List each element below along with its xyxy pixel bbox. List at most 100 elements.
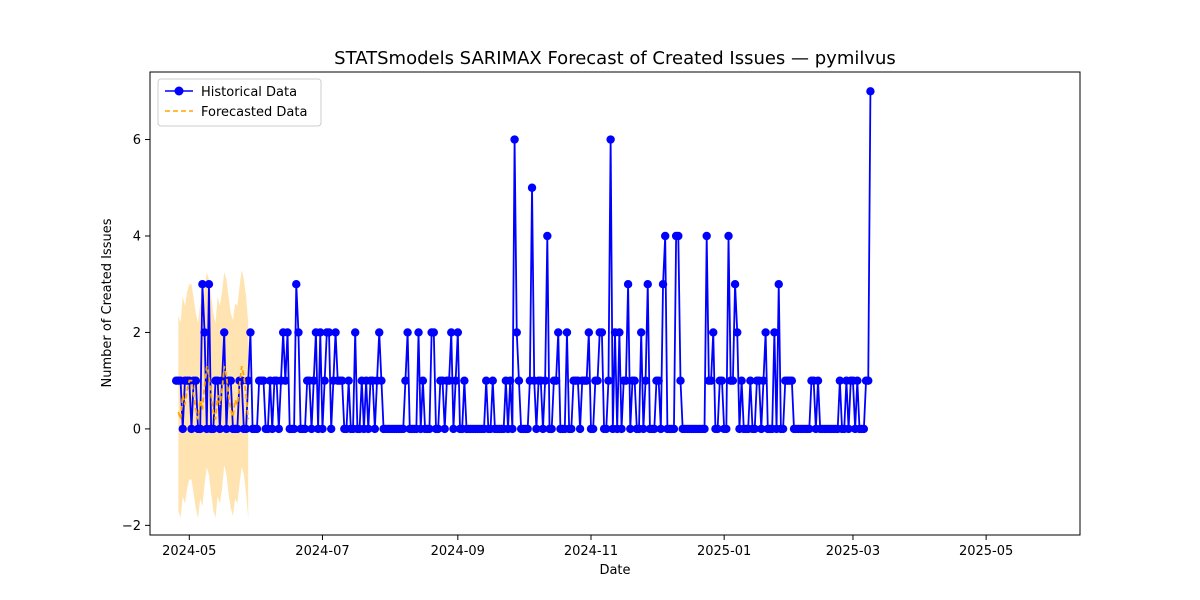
historical-point — [222, 424, 231, 434]
historical-point — [187, 424, 196, 434]
historical-point — [835, 376, 845, 385]
historical-point — [567, 424, 576, 434]
historical-point — [761, 328, 770, 337]
historical-point — [709, 328, 718, 337]
x-tick-label: 2025-05 — [959, 544, 1013, 559]
historical-point — [639, 424, 648, 434]
historical-point — [292, 280, 301, 289]
x-tick-label: 2024-05 — [162, 544, 216, 559]
historical-point — [540, 376, 550, 385]
historical-point — [510, 135, 519, 144]
historical-point — [730, 280, 740, 289]
historical-point — [364, 424, 373, 434]
historical-point — [702, 231, 711, 241]
historical-point — [433, 424, 443, 434]
historical-point — [482, 376, 491, 385]
historical-point — [864, 376, 873, 385]
x-axis-label: Date — [599, 563, 630, 578]
y-tick-label: 6 — [133, 133, 141, 148]
historical-point — [403, 328, 412, 337]
historical-point — [351, 328, 360, 337]
chart-title: STATSmodels SARIMAX Forecast of Created … — [334, 48, 896, 69]
historical-point — [717, 376, 727, 385]
historical-point — [551, 376, 561, 385]
historical-point — [728, 376, 738, 385]
historical-point — [787, 376, 797, 385]
historical-point — [774, 280, 783, 289]
historical-point — [196, 424, 205, 434]
historical-point — [320, 376, 329, 385]
historical-point — [661, 231, 670, 241]
historical-point — [676, 376, 685, 385]
historical-point — [621, 376, 631, 385]
historical-point — [722, 424, 731, 434]
legend-historical-label: Historical Data — [201, 85, 297, 100]
historical-point — [178, 424, 187, 434]
historical-point — [444, 376, 454, 385]
historical-point — [669, 424, 679, 434]
historical-point — [370, 424, 380, 434]
historical-point — [523, 424, 532, 434]
historical-point — [425, 424, 434, 434]
historical-point — [543, 231, 552, 241]
x-tick-label: 2025-03 — [826, 544, 880, 559]
historical-point — [309, 376, 318, 385]
historical-point — [656, 424, 666, 434]
plot-area — [172, 87, 875, 519]
historical-point — [844, 424, 853, 434]
historical-point — [626, 424, 635, 434]
historical-point — [706, 376, 716, 385]
plot-frame — [149, 71, 1081, 536]
historical-point — [215, 424, 225, 434]
historical-point — [547, 424, 556, 434]
historical-point — [700, 424, 709, 434]
historical-point — [241, 424, 251, 434]
historical-point — [209, 424, 218, 434]
historical-point — [554, 328, 563, 337]
historical-point — [630, 376, 639, 385]
historical-point — [460, 376, 469, 385]
historical-point — [318, 424, 327, 434]
y-axis: −2 0 2 4 6 — [122, 133, 150, 534]
historical-point — [375, 328, 384, 337]
historical-point — [191, 376, 201, 385]
historical-point — [532, 424, 541, 434]
historical-point — [674, 231, 683, 241]
y-axis-label: Number of Created Issues — [100, 218, 115, 387]
historical-point — [733, 328, 742, 337]
historical-point — [451, 376, 460, 385]
historical-point — [750, 424, 759, 434]
historical-point — [778, 424, 788, 434]
historical-point — [268, 424, 277, 434]
historical-point — [813, 376, 823, 385]
historical-point — [597, 328, 607, 337]
historical-point — [724, 231, 733, 241]
historical-point — [602, 424, 611, 434]
historical-point — [604, 376, 613, 385]
historical-point — [440, 424, 449, 434]
historical-point — [418, 376, 428, 385]
historical-point — [244, 376, 253, 385]
historical-point — [289, 424, 299, 434]
historical-point — [866, 87, 875, 96]
historical-point — [713, 424, 722, 434]
historical-point — [757, 424, 766, 434]
historical-point — [220, 328, 229, 337]
historical-point — [204, 280, 214, 289]
forecast-series-line — [177, 366, 250, 420]
historical-point — [414, 328, 423, 337]
historical-point — [233, 424, 242, 434]
historical-point — [281, 376, 290, 385]
historical-point — [200, 328, 209, 337]
historical-point — [377, 376, 386, 385]
historical-point — [259, 376, 268, 385]
historical-point — [805, 424, 814, 434]
legend-box — [157, 78, 322, 127]
historical-point — [654, 376, 663, 385]
historical-point — [429, 328, 438, 337]
historical-point — [859, 424, 869, 434]
historical-point — [538, 424, 548, 434]
historical-point — [447, 328, 456, 337]
historical-point — [512, 328, 521, 337]
legend-historical-marker — [174, 86, 184, 96]
